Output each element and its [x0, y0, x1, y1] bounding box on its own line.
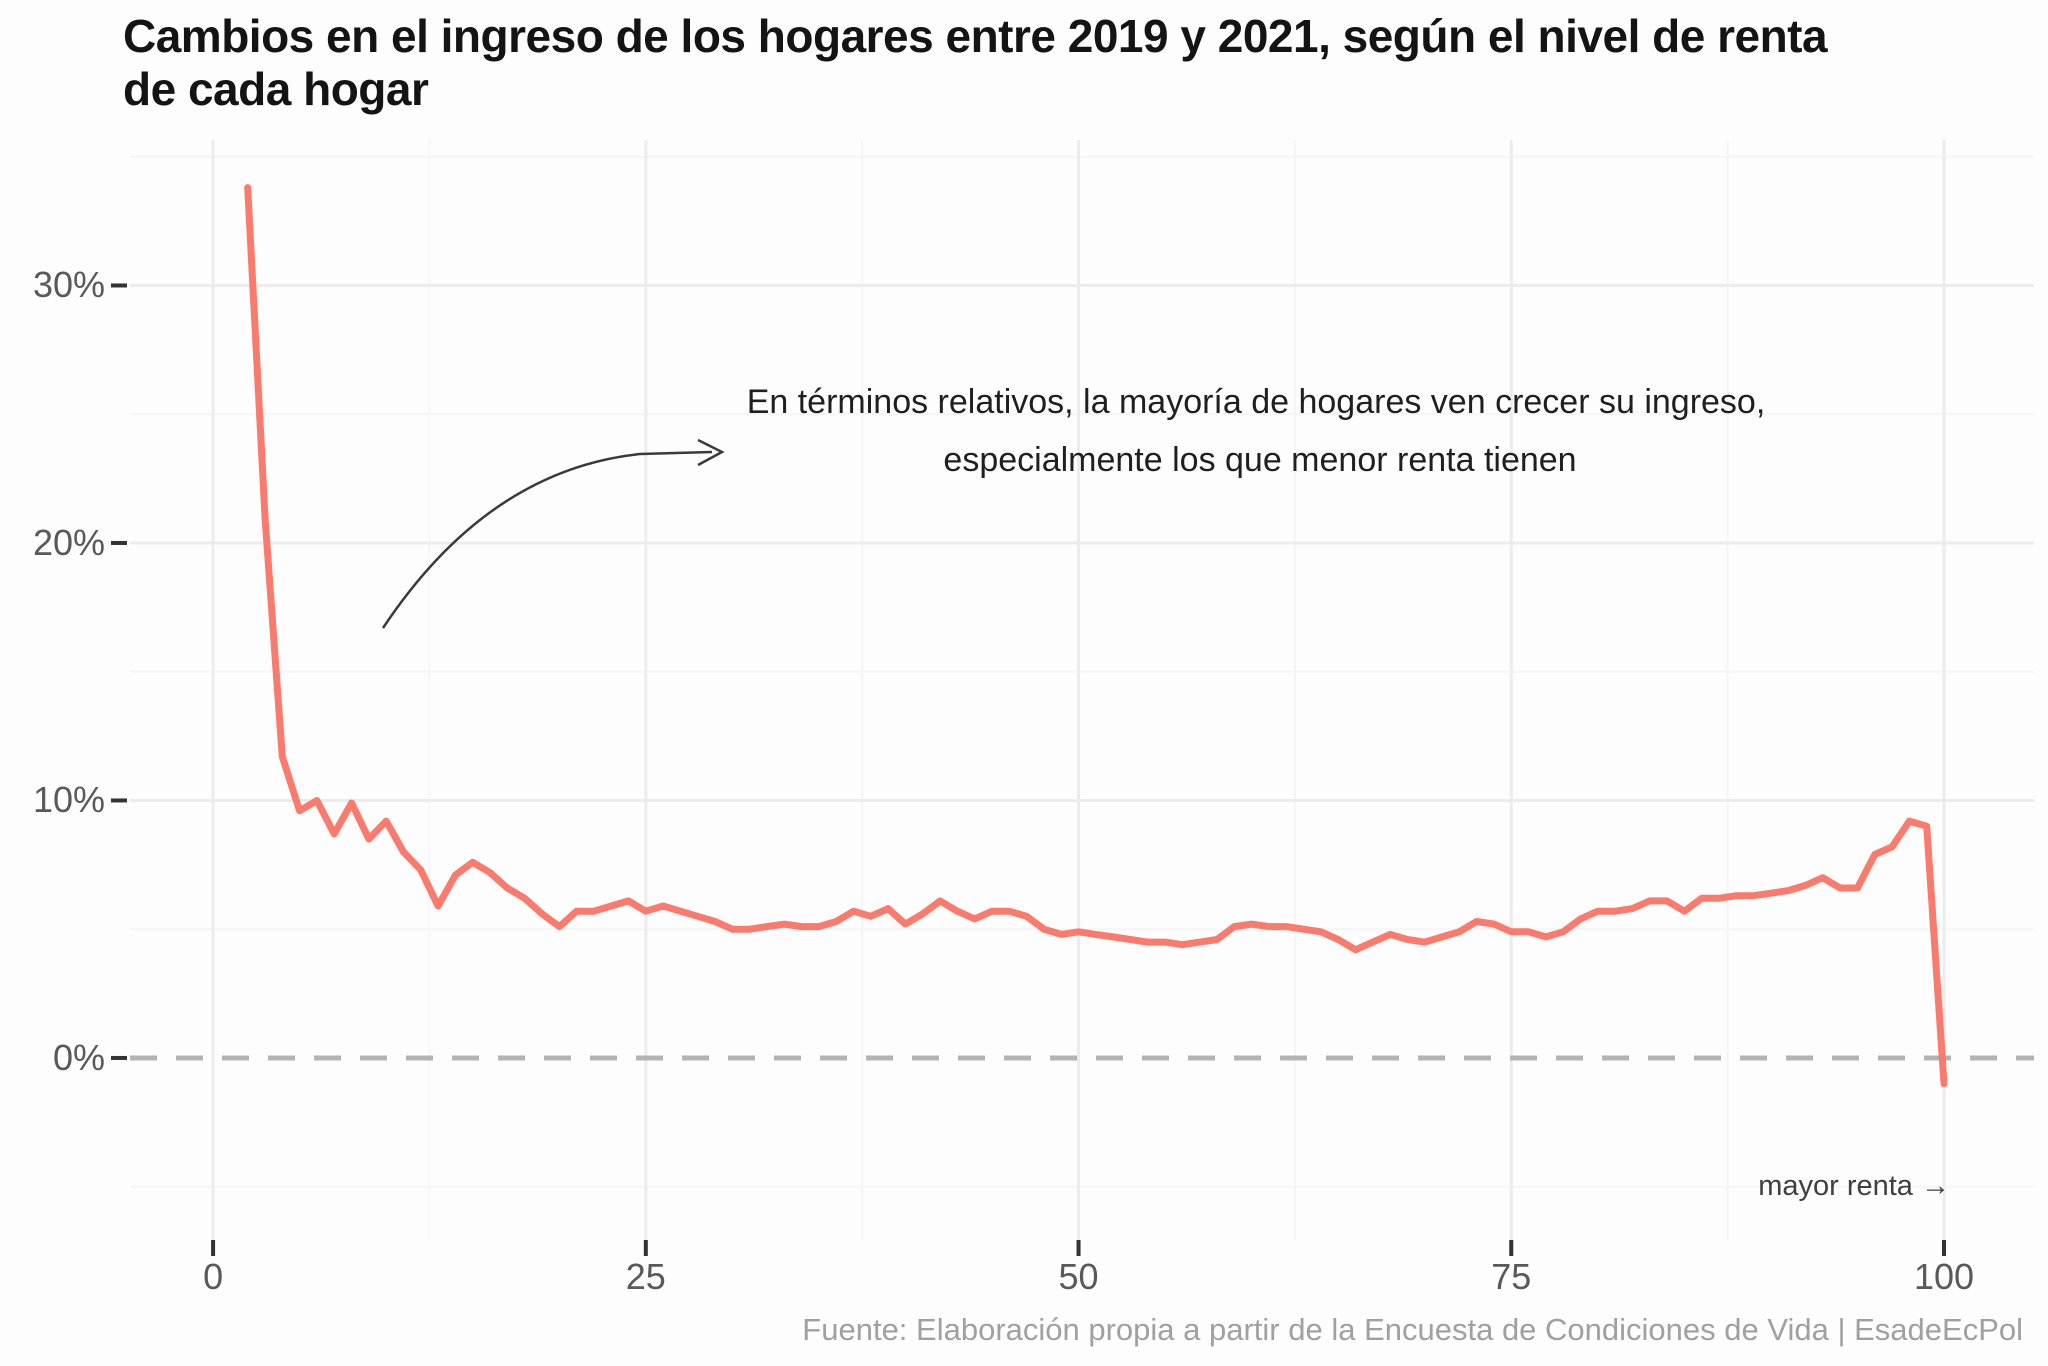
x-axis-tick-label: 0 — [203, 1256, 224, 1297]
chart-title-line-1: Cambios en el ingreso de los hogares ent… — [123, 10, 1828, 62]
annotation-arrow — [381, 450, 713, 629]
annotation-text-line-2: especialmente los que menor renta tienen — [943, 441, 1577, 479]
income-change-line — [244, 184, 1948, 1088]
x-axis-tick-label: 75 — [1491, 1256, 1532, 1297]
chart-title-line-2: de cada hogar — [123, 63, 429, 115]
chart-title: Cambios en el ingreso de los hogares ent… — [123, 10, 1828, 116]
y-axis-tick-label: 20% — [32, 521, 105, 563]
y-axis-tick-label: 30% — [32, 264, 105, 306]
x-axis-tick-label: 100 — [1913, 1256, 1975, 1297]
y-axis-tick-label: 10% — [32, 779, 105, 821]
x-axis-tick-label: 25 — [625, 1256, 666, 1297]
y-axis-tick-label: 0% — [52, 1036, 105, 1078]
annotation-arrow-head-icon — [697, 438, 725, 467]
x-axis-tick-label: 50 — [1058, 1256, 1099, 1297]
annotation-text-line-1: En términos relativos, la mayoría de hog… — [746, 383, 1766, 421]
x-axis-direction-note: mayor renta → — [1758, 1170, 1950, 1202]
source-caption: Fuente: Elaboración propia a partir de l… — [802, 1312, 2023, 1347]
